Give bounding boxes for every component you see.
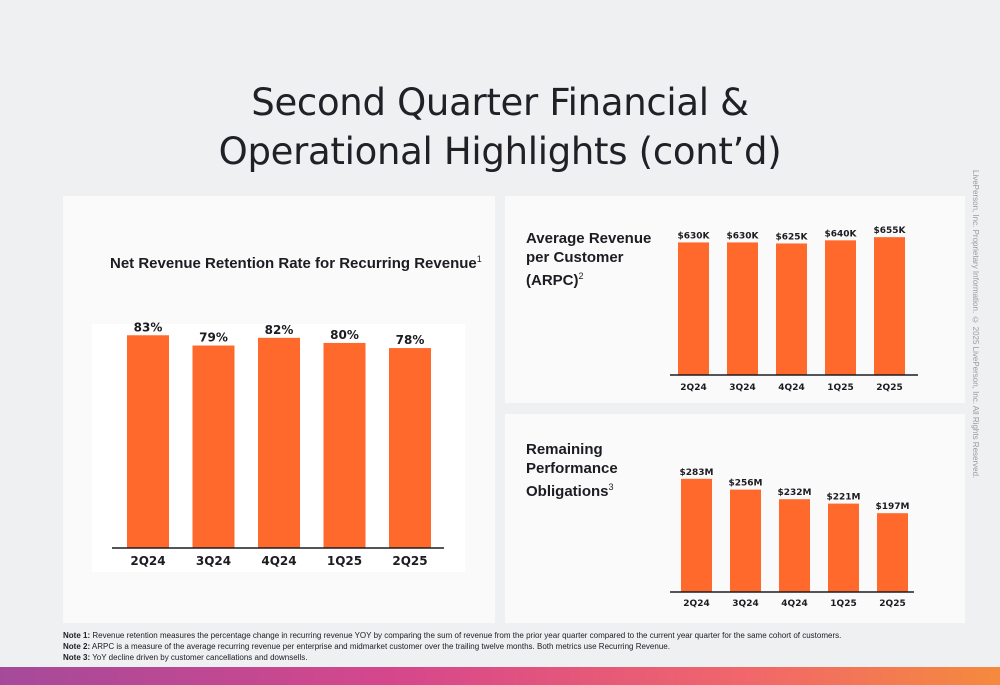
- nrr-bar-1q25: [323, 342, 366, 548]
- nrr-note-ref: 1: [476, 254, 482, 264]
- rpo-bar-2q24: [681, 478, 712, 592]
- nrr-value-label: 79%: [199, 331, 228, 345]
- rpo-bar-3q24: [730, 489, 761, 592]
- nrr-bar-2q25: [389, 348, 431, 548]
- rpo-value-label: $232M: [777, 488, 811, 498]
- arpc-category-label: 1Q25: [827, 383, 853, 393]
- arpc-value-label: $630K: [677, 231, 710, 241]
- arpc-category-label: 2Q24: [680, 383, 706, 393]
- title-line-2: Operational Highlights (cont’d): [218, 130, 782, 173]
- arpc-category-label: 2Q25: [876, 383, 902, 393]
- nrr-value-label: 83%: [134, 320, 163, 334]
- arpc-bar-1q25: [825, 240, 856, 375]
- nrr-bar-4q24: [258, 337, 300, 548]
- rpo-value-label: $197M: [875, 502, 909, 512]
- arpc-category-label: 4Q24: [778, 383, 804, 393]
- rpo-note-ref: 3: [608, 482, 614, 492]
- rpo-value-label: $221M: [826, 493, 860, 503]
- note-1: Note 1: Revenue retention measures the p…: [63, 631, 842, 640]
- arpc-bar-4q24: [776, 243, 807, 375]
- nrr-chart-title: Net Revenue Retention Rate for Recurring…: [110, 254, 482, 272]
- rpo-category-label: 3Q24: [732, 599, 758, 609]
- nrr-bar-2q24: [127, 335, 169, 548]
- arpc-value-label: $640K: [824, 229, 857, 239]
- rpo-category-label: 2Q24: [683, 599, 709, 609]
- rpo-value-label: $283M: [679, 468, 713, 478]
- rpo-bar-2q25: [877, 513, 908, 592]
- arpc-chart-title: Average Revenue per Customer (ARPC)2: [526, 230, 652, 289]
- rpo-category-label: 1Q25: [830, 599, 856, 609]
- rpo-category-label: 2Q25: [879, 599, 905, 609]
- footnotes: Note 1: Revenue retention measures the p…: [63, 630, 841, 663]
- nrr-value-label: 80%: [330, 328, 359, 342]
- arpc-bar-2q25: [874, 237, 905, 375]
- title-line-1: Second Quarter Financial &: [251, 81, 749, 124]
- rpo-value-label: $256M: [728, 479, 762, 489]
- nrr-category-label: 1Q25: [327, 554, 362, 568]
- rpo-bar-1q25: [828, 503, 859, 592]
- nrr-category-label: 2Q25: [392, 554, 427, 568]
- note-3: Note 3: YoY decline driven by customer c…: [63, 653, 308, 662]
- nrr-bar-3q24: [192, 345, 235, 548]
- rpo-chart-title: Remaining Performance Obligations3: [526, 441, 618, 500]
- arpc-value-label: $655K: [873, 226, 906, 236]
- rpo-bar-4q24: [779, 499, 810, 592]
- nrr-category-label: 2Q24: [130, 554, 165, 568]
- arpc-note-ref: 2: [578, 271, 584, 281]
- arpc-value-label: $625K: [775, 232, 808, 242]
- arpc-bar-3q24: [727, 242, 758, 375]
- nrr-value-label: 78%: [396, 333, 425, 347]
- footer-gradient-bar: [0, 667, 1000, 685]
- copyright-vertical: LivePerson, Inc. Proprietary Information…: [971, 170, 980, 479]
- rpo-category-label: 4Q24: [781, 599, 807, 609]
- arpc-bar-2q24: [678, 242, 709, 375]
- rpo-bar-chart: $283M 2Q24 $256M 3Q24 $232M 4Q24 $221M 1Q25 $197…: [670, 468, 914, 609]
- page-title: Second Quarter Financial & Operational H…: [0, 78, 1000, 176]
- arpc-bar-chart: $630K 2Q24 $630K 3Q24 $625K 4Q24 $640K 1Q25 $655…: [670, 226, 918, 393]
- note-2: Note 2: ARPC is a measure of the average…: [63, 642, 670, 651]
- arpc-value-label: $630K: [726, 231, 759, 241]
- arpc-category-label: 3Q24: [729, 383, 755, 393]
- nrr-bar-chart: 83% 2Q24 79% 3Q24 82% 4Q24 80% 1Q25 78% 2Q25: [112, 320, 444, 568]
- nrr-category-label: 4Q24: [261, 554, 296, 568]
- nrr-category-label: 3Q24: [196, 554, 231, 568]
- nrr-value-label: 82%: [265, 323, 294, 337]
